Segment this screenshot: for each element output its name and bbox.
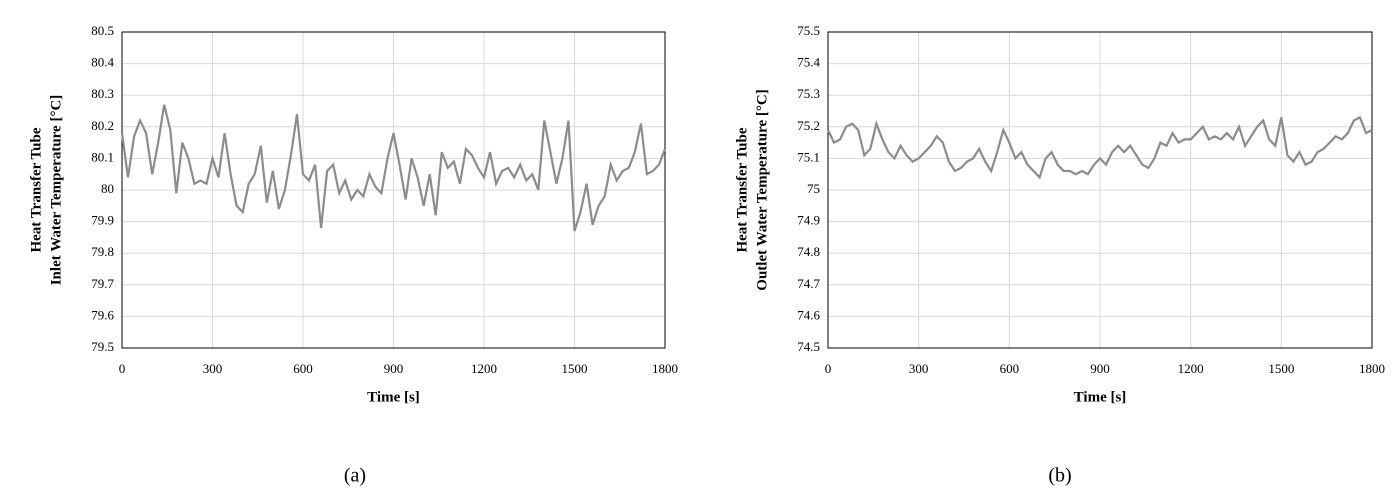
y-tick-label: 80 <box>101 181 114 196</box>
y-tick-label: 79.6 <box>91 307 114 322</box>
y-tick-label: 75.2 <box>797 118 820 133</box>
x-axis-label: Time [s] <box>367 389 420 405</box>
x-tick-label: 1500 <box>1268 361 1294 376</box>
x-tick-label: 900 <box>1090 361 1110 376</box>
plot-frame <box>121 31 666 349</box>
x-tick-label: 1500 <box>562 361 588 376</box>
y-tick-label: 80.2 <box>91 118 114 133</box>
y-tick-label: 80.4 <box>91 55 114 70</box>
y-tick-label: 74.8 <box>797 244 820 259</box>
y-tick-label: 74.6 <box>797 307 820 322</box>
x-tick-label: 0 <box>825 361 832 376</box>
x-tick-label: 300 <box>203 361 223 376</box>
x-axis-label: Time [s] <box>1074 389 1127 405</box>
y-tick-label: 79.8 <box>91 244 114 259</box>
y-tick-label: 80.3 <box>91 86 114 101</box>
y-tick-label: 74.7 <box>797 276 820 291</box>
x-tick-label: 300 <box>909 361 929 376</box>
x-tick-label: 600 <box>1000 361 1020 376</box>
y-tick-label: 75.3 <box>797 86 820 101</box>
caption: (a) <box>344 465 366 487</box>
data-line <box>827 115 1373 180</box>
y-tick-label: 79.5 <box>91 339 114 354</box>
y-tick-label: 74.5 <box>797 339 820 354</box>
x-tick-label: 900 <box>384 361 404 376</box>
y-axis-label: Heat Transfer Tube <box>734 127 750 252</box>
y-tick-label: 75.1 <box>797 149 820 164</box>
plot-frame <box>827 31 1373 349</box>
y-tick-label: 79.7 <box>91 276 114 291</box>
y-tick-label: 75 <box>807 181 820 196</box>
data-line <box>120 104 667 232</box>
y-axis-label: Heat Transfer Tube <box>28 127 44 252</box>
y-tick-label: 80.1 <box>91 149 114 164</box>
caption: (b) <box>1048 465 1071 487</box>
y-axis-label: Inlet Water Temperature [°C] <box>48 95 64 286</box>
y-tick-label: 74.9 <box>797 213 820 228</box>
x-tick-label: 1200 <box>471 361 497 376</box>
y-tick-label: 75.5 <box>797 23 820 38</box>
y-axis-label: Outlet Water Temperature [°C] <box>754 89 770 290</box>
x-tick-label: 1200 <box>1178 361 1204 376</box>
y-tick-label: 75.4 <box>797 55 820 70</box>
y-tick-label: 79.9 <box>91 213 114 228</box>
x-tick-label: 0 <box>119 361 126 376</box>
x-tick-label: 1800 <box>1359 361 1385 376</box>
x-tick-label: 600 <box>293 361 313 376</box>
x-tick-label: 1800 <box>652 361 678 376</box>
y-tick-label: 80.5 <box>91 23 114 38</box>
